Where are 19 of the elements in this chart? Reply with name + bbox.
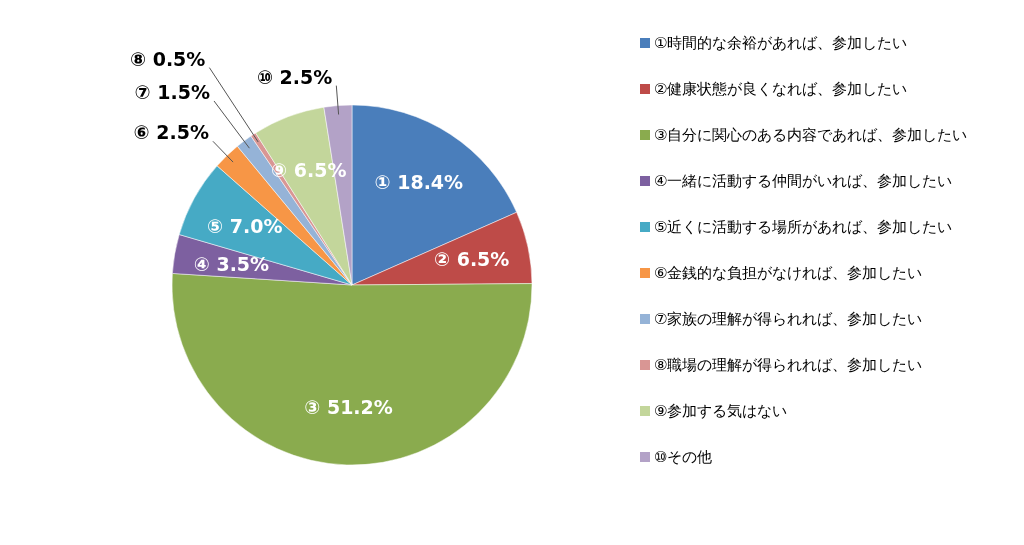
data-label: ⑧ 0.5% (129, 47, 206, 70)
data-label: ③ 51.2% (304, 396, 393, 419)
legend-label: ⑦家族の理解が得られれば、参加したい (654, 310, 923, 328)
legend-label: ⑧職場の理解が得られれば、参加したい (654, 356, 923, 374)
legend-label: ③自分に関心のある内容であれば、参加したい (654, 126, 968, 144)
legend-label: ⑥金銭的な負担がなければ、参加したい (654, 264, 923, 282)
legend-label: ②健康状態が良くなれば、参加したい (654, 80, 908, 98)
data-label: ⑤ 7.0% (207, 214, 283, 237)
legend-label: ⑨参加する気はない (654, 402, 788, 420)
data-label: ⑥ 2.5% (133, 121, 209, 144)
data-label: ② 6.5% (433, 248, 510, 271)
data-label: ④ 3.5% (193, 252, 270, 275)
legend-label: ④一緒に活動する仲間がいれば、参加したい (654, 172, 953, 190)
legend-label: ⑤近くに活動する場所があれば、参加したい (654, 218, 953, 236)
legend-label: ⑩その他 (654, 448, 713, 466)
legend-label: ①時間的な余裕があれば、参加したい (654, 34, 908, 52)
data-label: ⑩ 2.5% (256, 65, 333, 88)
data-label: ⑦ 1.5% (134, 80, 211, 103)
data-label: ① 18.4% (374, 171, 464, 194)
